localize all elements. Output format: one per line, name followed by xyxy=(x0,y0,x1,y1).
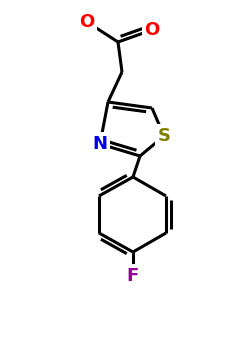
Text: F: F xyxy=(127,267,139,285)
Text: O: O xyxy=(80,13,94,31)
Text: O: O xyxy=(144,21,160,39)
Text: N: N xyxy=(92,135,108,153)
Text: S: S xyxy=(158,127,170,145)
